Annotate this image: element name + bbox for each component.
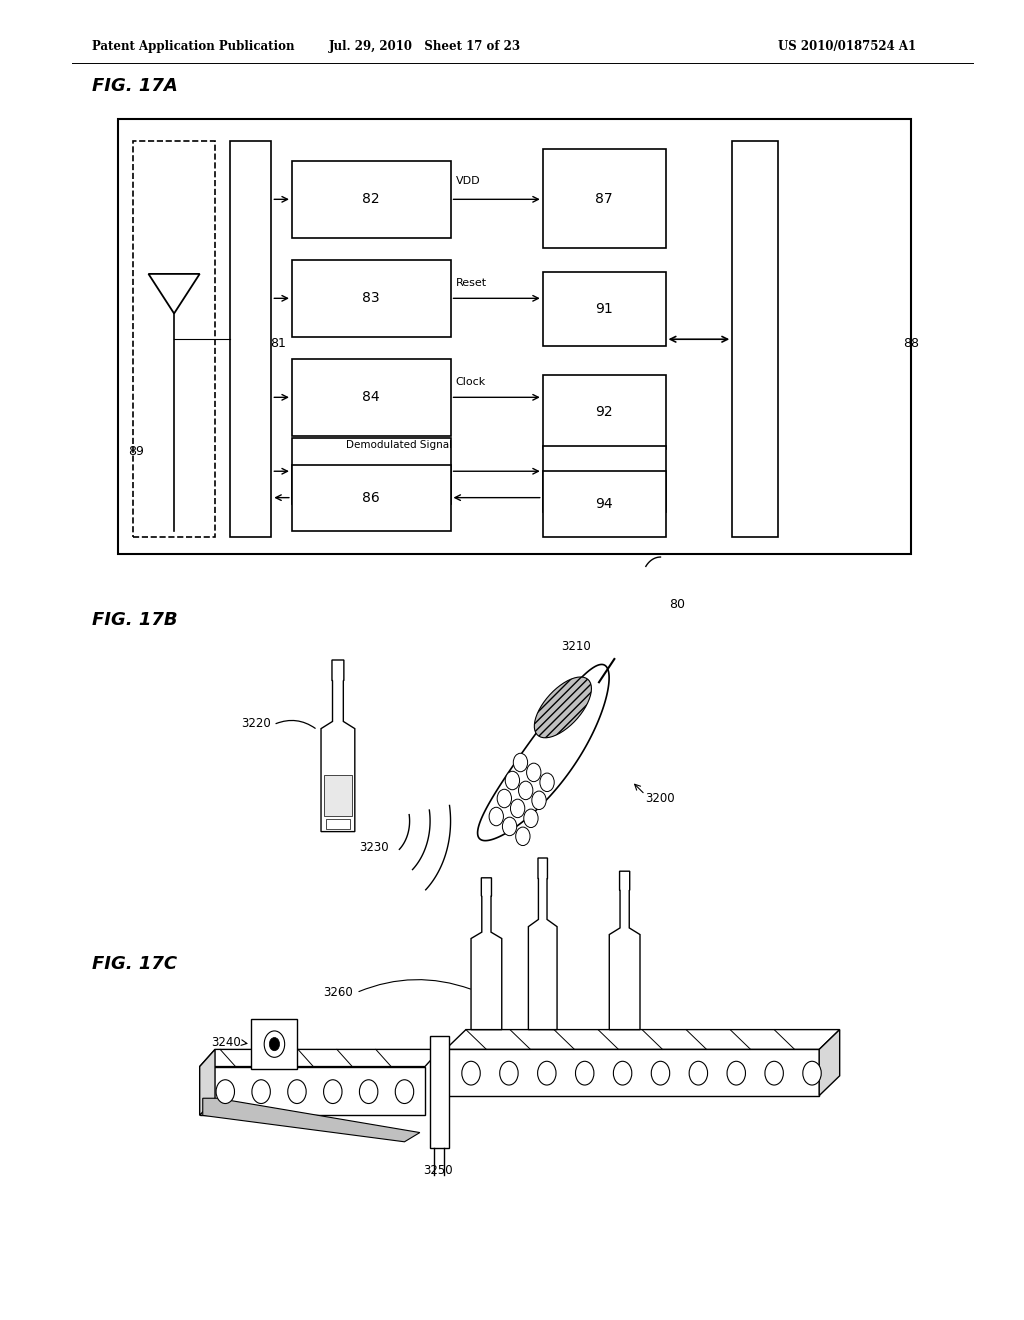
Polygon shape [445,1030,840,1049]
Text: 89: 89 [128,445,144,458]
Text: 88: 88 [903,337,920,350]
Text: 82: 82 [362,193,380,206]
Polygon shape [445,1049,819,1096]
Circle shape [523,809,538,828]
Circle shape [324,1080,342,1104]
Text: 93: 93 [595,473,613,486]
Circle shape [513,754,527,772]
Text: 84: 84 [362,391,380,404]
Bar [118,119,911,554]
Bar [292,161,451,238]
Circle shape [489,808,504,826]
Polygon shape [477,664,609,841]
Bar [543,149,666,248]
Circle shape [518,781,532,800]
Text: 80: 80 [669,598,685,611]
Circle shape [498,789,512,808]
Bar [430,1036,449,1148]
Bar [324,775,352,816]
Circle shape [613,1061,632,1085]
Circle shape [727,1061,745,1085]
Polygon shape [322,660,355,832]
Circle shape [765,1061,783,1085]
Circle shape [516,828,530,846]
Bar [133,141,215,537]
Bar [292,465,451,531]
Text: 3250: 3250 [424,1164,453,1177]
Polygon shape [200,1049,440,1067]
Text: 92: 92 [595,405,613,418]
Polygon shape [528,858,557,1030]
Circle shape [531,791,546,809]
Polygon shape [471,878,502,1030]
Circle shape [252,1080,270,1104]
Circle shape [538,1061,556,1085]
Circle shape [651,1061,670,1085]
Bar [292,260,451,337]
Circle shape [511,799,525,817]
Bar [543,272,666,346]
Text: 3210: 3210 [561,640,591,653]
Text: 3220: 3220 [242,717,271,730]
Text: 85: 85 [362,465,380,478]
Text: 81: 81 [270,337,287,350]
Circle shape [575,1061,594,1085]
Circle shape [803,1061,821,1085]
Bar [230,141,271,537]
Text: 94: 94 [595,498,613,511]
Text: 3260: 3260 [324,986,353,999]
Bar [732,141,778,537]
Bar [326,818,350,829]
Circle shape [503,817,517,836]
Circle shape [689,1061,708,1085]
Bar [292,438,451,504]
Text: 86: 86 [362,491,380,504]
Circle shape [540,774,554,792]
Bar [543,446,666,512]
Polygon shape [535,677,592,738]
Text: 91: 91 [595,302,613,315]
Circle shape [500,1061,518,1085]
Text: US 2010/0187524 A1: US 2010/0187524 A1 [778,40,916,53]
Circle shape [505,771,519,789]
Text: 3200: 3200 [645,792,675,805]
Text: FIG. 17B: FIG. 17B [92,611,178,630]
Circle shape [269,1038,280,1051]
Text: 3230: 3230 [359,841,388,854]
Polygon shape [609,871,640,1030]
Circle shape [526,763,541,781]
Text: FIG. 17A: FIG. 17A [92,77,178,95]
Circle shape [395,1080,414,1104]
Text: Jul. 29, 2010   Sheet 17 of 23: Jul. 29, 2010 Sheet 17 of 23 [329,40,521,53]
Polygon shape [203,1098,420,1142]
Bar [251,1019,297,1069]
Bar [543,375,666,449]
Text: Reset: Reset [456,277,486,288]
Circle shape [216,1080,234,1104]
Bar [543,471,666,537]
Polygon shape [200,1067,425,1115]
Text: Clock: Clock [456,376,486,387]
Circle shape [264,1031,285,1057]
Polygon shape [819,1030,840,1096]
Text: Demodulated Signal: Demodulated Signal [345,440,452,450]
Text: 83: 83 [362,292,380,305]
Text: Patent Application Publication: Patent Application Publication [92,40,295,53]
Text: 3240: 3240 [211,1036,241,1049]
Text: FIG. 17C: FIG. 17C [92,954,177,973]
Circle shape [359,1080,378,1104]
Circle shape [462,1061,480,1085]
Polygon shape [200,1049,215,1115]
Bar [292,359,451,436]
Text: VDD: VDD [456,176,480,186]
Text: 87: 87 [595,191,613,206]
Circle shape [288,1080,306,1104]
